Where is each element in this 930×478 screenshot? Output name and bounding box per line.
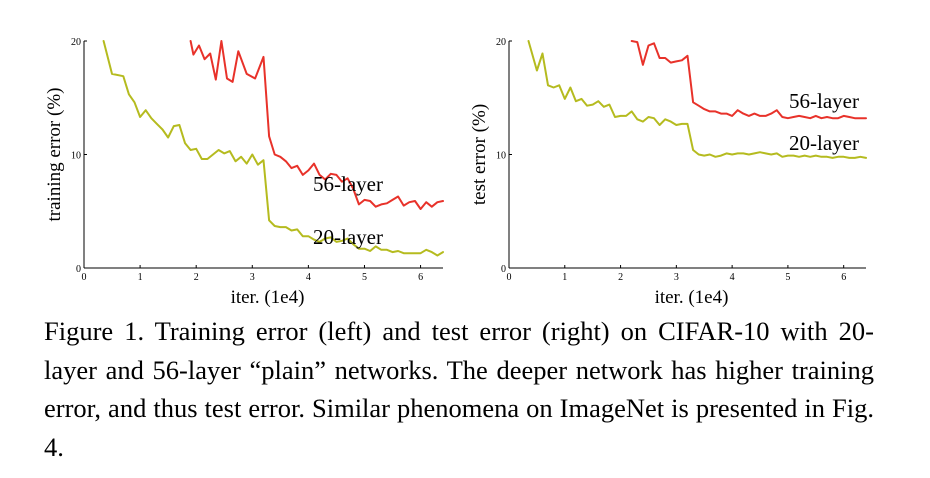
series-line-56-layer <box>189 40 444 210</box>
y-axis-label: training error (%) <box>44 88 65 222</box>
y-tick-label: 0 <box>76 264 81 275</box>
series-label-56-layer: 56-layer <box>313 172 383 196</box>
x-tick-label: 6 <box>418 272 423 283</box>
x-tick-label: 3 <box>674 272 679 283</box>
x-tick-label: 3 <box>250 272 255 283</box>
y-axis-label: test error (%) <box>469 104 490 205</box>
series-label-20-layer: 20-layer <box>789 131 859 155</box>
series-label-56-layer: 56-layer <box>789 89 859 113</box>
y-tick-label: 10 <box>71 151 81 162</box>
test-error-chart: 0 1 2 3 4 5 6 0 10 20 iter. (1e4) test error (%) 56-… <box>469 37 867 308</box>
x-tick-label: 2 <box>194 272 199 283</box>
x-tick-label: 4 <box>306 272 311 283</box>
x-axis-label: iter. (1e4) <box>655 287 729 308</box>
x-tick-label: 0 <box>82 272 87 283</box>
y-tick-label: 0 <box>501 264 506 275</box>
x-tick-label: 5 <box>362 272 367 283</box>
x-tick-label: 5 <box>785 272 790 283</box>
figure-caption: Figure 1. Training error (left) and test… <box>44 316 874 462</box>
x-tick-label: 0 <box>507 272 512 283</box>
x-axis-label: iter. (1e4) <box>231 287 305 308</box>
x-tick-label: 1 <box>562 272 567 283</box>
x-tick-label: 4 <box>730 272 735 283</box>
series-line-56-layer <box>630 40 867 120</box>
y-tick-label: 20 <box>71 37 81 48</box>
y-tick-label: 20 <box>496 37 506 48</box>
series-line-20-layer <box>102 40 444 257</box>
x-tick-label: 2 <box>618 272 623 283</box>
x-tick-label: 1 <box>138 272 143 283</box>
series-label-20-layer: 20-layer <box>313 225 383 249</box>
training-error-chart: 0 1 2 3 4 5 6 0 10 20 iter. (1e4) training error (%… <box>44 37 444 308</box>
y-tick-label: 10 <box>496 151 506 162</box>
x-tick-label: 6 <box>841 272 846 283</box>
series-line-20-layer <box>527 40 867 159</box>
